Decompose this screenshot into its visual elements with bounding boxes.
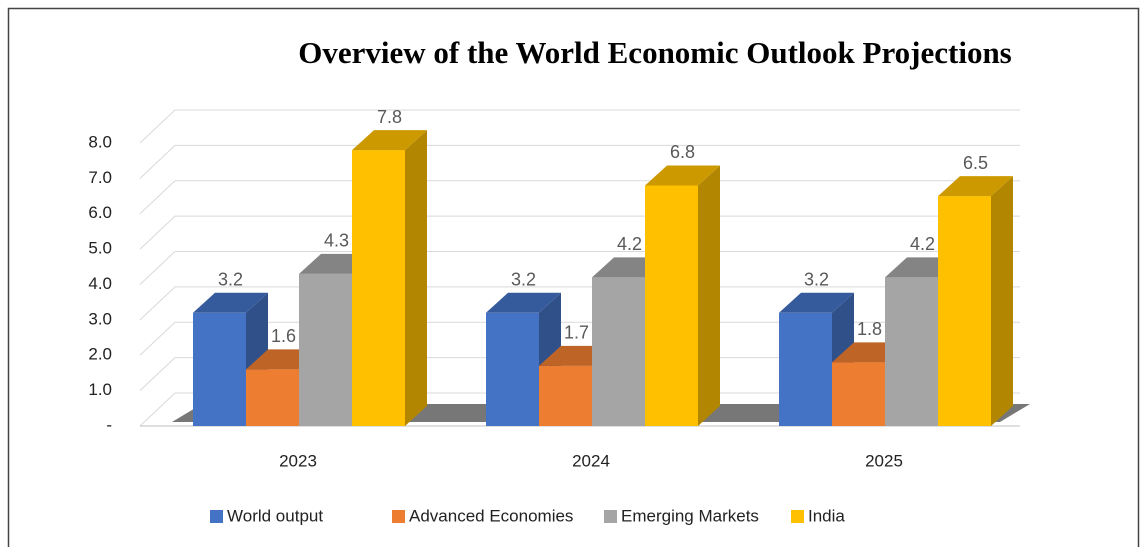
bar-top bbox=[645, 165, 720, 186]
value-label: 6.8 bbox=[670, 142, 695, 162]
value-label: 1.7 bbox=[564, 323, 589, 343]
grid-line bbox=[139, 321, 1020, 356]
x-tick-label: 2024 bbox=[572, 451, 610, 470]
y-tick-label: 3.0 bbox=[88, 309, 112, 328]
bar-top bbox=[938, 176, 1013, 197]
y-tick-label: 1.0 bbox=[88, 380, 112, 399]
legend-label: Emerging Markets bbox=[621, 506, 759, 525]
bar bbox=[486, 312, 539, 426]
grid-line bbox=[139, 109, 1020, 144]
y-tick-label: 2.0 bbox=[88, 345, 112, 364]
bar-side bbox=[991, 176, 1013, 426]
bar bbox=[832, 362, 885, 426]
value-label: 7.8 bbox=[377, 107, 402, 127]
grid-line bbox=[139, 215, 1020, 250]
legend-label: India bbox=[808, 506, 845, 525]
bar bbox=[592, 277, 645, 426]
grid-line bbox=[139, 392, 1020, 427]
bar bbox=[352, 150, 405, 426]
grid-line bbox=[139, 357, 1020, 391]
value-label: 3.2 bbox=[218, 270, 243, 290]
grid-line bbox=[139, 286, 1020, 321]
bar-top bbox=[486, 292, 561, 313]
bar bbox=[299, 273, 352, 426]
bar bbox=[193, 312, 246, 426]
bar bbox=[779, 312, 832, 426]
value-label: 4.2 bbox=[617, 234, 642, 254]
bar bbox=[645, 185, 698, 426]
y-tick-label: 7.0 bbox=[88, 168, 112, 187]
grid-line bbox=[139, 144, 1020, 179]
bar bbox=[539, 365, 592, 426]
y-tick-label: 5.0 bbox=[88, 239, 112, 258]
y-tick-label: - bbox=[106, 415, 112, 434]
legend-swatch bbox=[604, 510, 617, 523]
bar bbox=[246, 369, 299, 426]
y-tick-label: 6.0 bbox=[88, 203, 112, 222]
bar-top bbox=[193, 292, 268, 313]
value-label: 1.8 bbox=[857, 319, 882, 339]
legend-swatch bbox=[392, 510, 405, 523]
legend-swatch bbox=[210, 510, 223, 523]
legend-swatch bbox=[791, 510, 804, 523]
value-label: 3.2 bbox=[804, 270, 829, 290]
bar-side bbox=[698, 165, 720, 426]
x-tick-label: 2025 bbox=[865, 451, 903, 470]
y-tick-label: 8.0 bbox=[88, 132, 112, 151]
chart-title: Overview of the World Economic Outlook P… bbox=[298, 35, 1012, 70]
legend-label: Advanced Economies bbox=[409, 506, 573, 525]
value-label: 3.2 bbox=[511, 270, 536, 290]
bar-top bbox=[352, 130, 427, 151]
value-label: 4.3 bbox=[324, 231, 349, 251]
bar bbox=[938, 196, 991, 426]
x-tick-label: 2023 bbox=[279, 451, 317, 470]
legend-label: World output bbox=[227, 506, 323, 525]
value-label: 6.5 bbox=[963, 153, 988, 173]
value-label: 1.6 bbox=[271, 326, 296, 346]
grid-line bbox=[139, 180, 1020, 215]
bar-side bbox=[405, 130, 427, 426]
bar bbox=[885, 277, 938, 426]
value-label: 4.2 bbox=[910, 234, 935, 254]
grid-line bbox=[139, 251, 1020, 285]
y-tick-label: 4.0 bbox=[88, 274, 112, 293]
bar-top bbox=[779, 292, 854, 313]
